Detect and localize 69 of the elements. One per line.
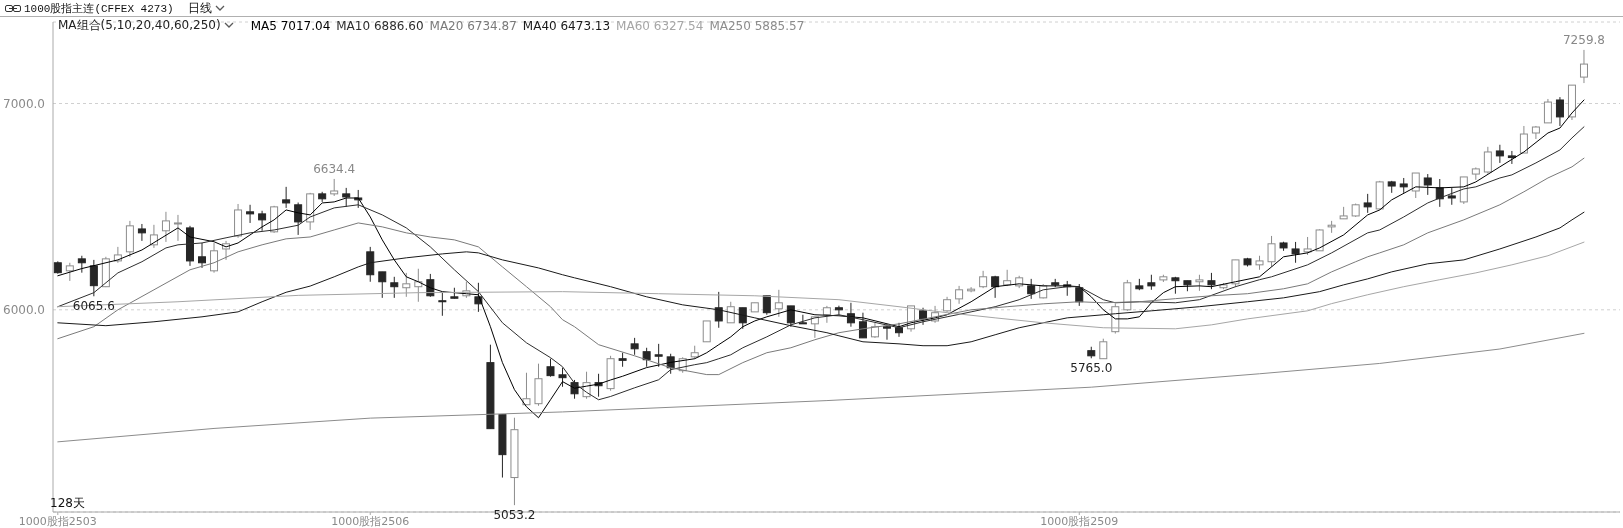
text: MA10 6886.60: [336, 18, 424, 33]
candlestick: [1495, 144, 1504, 164]
candlestick: [198, 242, 207, 269]
chart-subtitle: 日线: [187, 0, 212, 17]
y-tick-label: 6000.0: [3, 303, 45, 318]
candlestick: [1507, 150, 1516, 165]
candlestick: [774, 289, 783, 318]
annotation: 6065.6: [72, 299, 115, 314]
candlestick: [390, 276, 399, 299]
annotation: 5053.2: [493, 508, 536, 523]
x-tick-label: 1000股指2506: [331, 514, 410, 528]
legend-title: MA组合(5,10,20,40,60,250): [58, 17, 221, 34]
text: MA5 7017.04: [250, 18, 331, 33]
annotation: 5765.0: [1070, 361, 1113, 376]
candlestick: [798, 314, 807, 325]
text: MA40 6473.13: [522, 18, 611, 33]
candlestick: [1519, 125, 1528, 154]
text: MA60 6327.54: [616, 18, 704, 33]
x-tick-label: 1000股指2503: [18, 514, 97, 528]
candlestick: [65, 262, 74, 282]
candlestick: [294, 202, 303, 236]
candlestick: [1363, 193, 1372, 214]
candlestick: [210, 242, 219, 274]
candlestick: [786, 305, 795, 328]
text: MA20 6734.87: [429, 18, 517, 33]
line-series: [57, 211, 1585, 347]
candlestick: [1579, 49, 1588, 84]
candlestick: [258, 210, 267, 232]
candlestick: [702, 320, 711, 343]
candlestick: [1411, 172, 1420, 199]
candlestick: [246, 204, 255, 224]
chart-title: 1000股指主连(CFFEX 4273): [24, 1, 174, 16]
candlestick: [161, 211, 170, 243]
annotation: 7259.8: [1562, 33, 1605, 48]
line-series: [57, 157, 1585, 376]
candlestick: [173, 214, 182, 242]
candlestick: [1291, 241, 1300, 264]
candlestick: [1027, 278, 1036, 300]
x-tick-label: 1000股指2509: [1040, 514, 1119, 528]
candlestick: [762, 295, 771, 316]
candlestick: [1267, 235, 1276, 268]
annotation: 128天: [50, 495, 85, 512]
candlestick: [1555, 96, 1564, 127]
candlestick: [522, 372, 531, 406]
candlestick: [1231, 259, 1240, 288]
candlestick: [342, 187, 351, 208]
line-series: [57, 241, 1585, 330]
candlestick: [1483, 146, 1492, 175]
candlestick: [1423, 173, 1432, 196]
candlestick: [282, 186, 291, 209]
candlestick: [366, 246, 375, 283]
candlestick: [438, 292, 447, 317]
annotation: 6634.4: [313, 162, 356, 177]
candlestick: [654, 343, 663, 368]
line-series: [57, 332, 1585, 443]
candlestick: [882, 323, 891, 341]
candlestick: [89, 259, 98, 297]
candlestick: [378, 271, 387, 299]
candlestick: [137, 223, 146, 242]
candlestick: [858, 312, 867, 339]
y-tick-label: 7000.0: [3, 96, 45, 111]
candlestick: [642, 347, 651, 368]
candlestick: [558, 367, 567, 388]
candlestick: [1099, 338, 1108, 360]
candlestick: [714, 291, 723, 329]
candlestick: [834, 305, 843, 316]
text: MA250 5885.57: [709, 18, 805, 33]
candlestick: [402, 272, 411, 298]
candlestick: [1543, 98, 1552, 124]
